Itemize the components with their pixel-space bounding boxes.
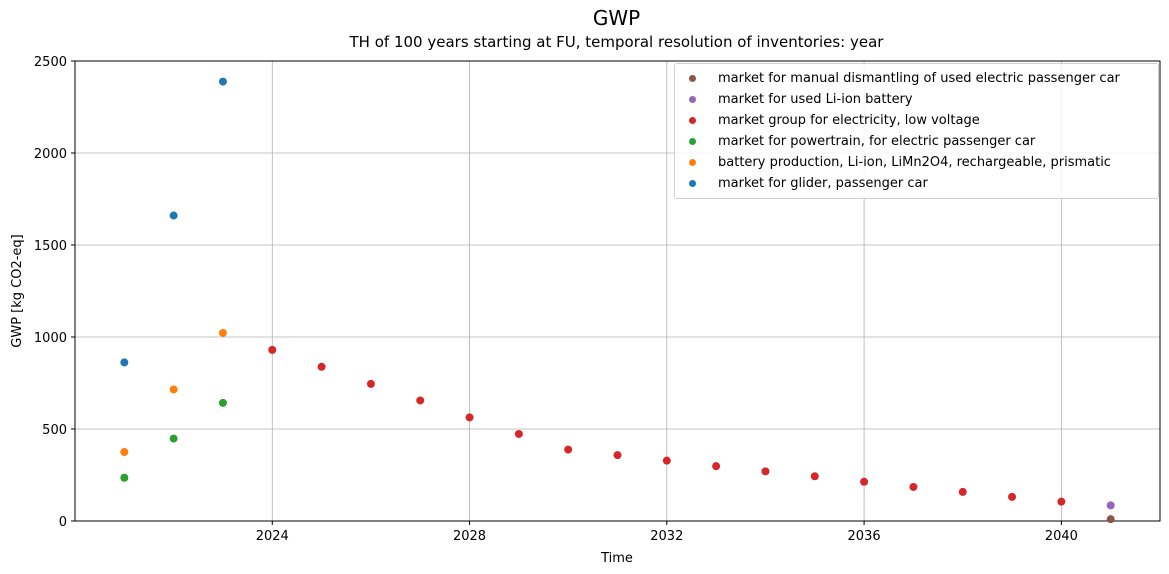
data-point [120, 358, 129, 367]
data-point [712, 462, 721, 471]
data-point [366, 379, 375, 388]
data-point [613, 451, 622, 460]
legend-marker [689, 117, 696, 124]
data-point [761, 467, 770, 476]
legend-label: market for used Li-ion battery [718, 92, 913, 107]
data-point [416, 396, 425, 405]
data-point [317, 362, 326, 371]
x-tick-label: 2036 [848, 529, 881, 544]
data-point [268, 345, 277, 354]
data-point [1106, 515, 1115, 524]
data-point [218, 328, 227, 337]
data-point [120, 473, 129, 482]
legend-label: market for powertrain, for electric pass… [718, 134, 1036, 149]
y-tick-label: 0 [59, 515, 67, 530]
data-point [218, 77, 227, 86]
data-point [958, 487, 967, 496]
data-point [514, 429, 523, 438]
data-point [465, 413, 474, 422]
legend: market for manual dismantling of used el… [674, 63, 1159, 199]
data-point [909, 482, 918, 491]
data-point [1106, 501, 1115, 510]
legend-marker [689, 96, 696, 103]
chart-subtitle: TH of 100 years starting at FU, temporal… [349, 33, 884, 51]
x-tick-label: 2040 [1045, 529, 1078, 544]
data-point [169, 211, 178, 220]
legend-item: market for glider, passenger car [675, 173, 1158, 194]
y-tick-label: 2000 [34, 147, 67, 162]
y-axis-label: GWP [kg CO2-eq] [10, 234, 25, 347]
data-point [218, 398, 227, 407]
legend-marker [689, 180, 696, 187]
legend-item: battery production, Li-ion, LiMn2O4, rec… [675, 152, 1158, 173]
data-point [169, 385, 178, 394]
data-point [662, 456, 671, 465]
legend-item: market group for electricity, low voltag… [675, 110, 1158, 131]
legend-item: market for powertrain, for electric pass… [675, 131, 1158, 152]
data-point [564, 445, 573, 454]
x-tick-label: 2032 [650, 529, 683, 544]
legend-marker [689, 159, 696, 166]
legend-label: market for manual dismantling of used el… [718, 71, 1120, 86]
data-point [120, 448, 129, 456]
legend-item: market for manual dismantling of used el… [675, 68, 1158, 89]
x-axis-label: Time [600, 551, 633, 566]
legend-label: market for glider, passenger car [718, 176, 928, 191]
legend-label: battery production, Li-ion, LiMn2O4, rec… [718, 155, 1111, 170]
x-tick-label: 2024 [256, 529, 289, 544]
y-tick-label: 1000 [34, 331, 67, 346]
data-point [1008, 492, 1017, 501]
data-point [169, 434, 178, 443]
chart-title: GWP [592, 6, 641, 30]
y-tick-label: 1500 [34, 239, 67, 254]
legend-marker [689, 75, 696, 82]
data-points [120, 77, 1115, 524]
legend-label: market group for electricity, low voltag… [718, 113, 980, 128]
data-point [1057, 497, 1066, 506]
y-tick-label: 2500 [34, 55, 67, 70]
axis-ticks: 2024 2028 2032 2036 2040 0 500 1000 1500 2000 2500 [34, 55, 1078, 544]
y-tick-label: 500 [42, 423, 67, 438]
x-tick-label: 2028 [453, 529, 486, 544]
plot-area [74, 60, 1161, 522]
data-point [810, 472, 819, 481]
legend-item: market for used Li-ion battery [675, 89, 1158, 110]
data-point [860, 477, 869, 486]
legend-marker [689, 138, 696, 145]
